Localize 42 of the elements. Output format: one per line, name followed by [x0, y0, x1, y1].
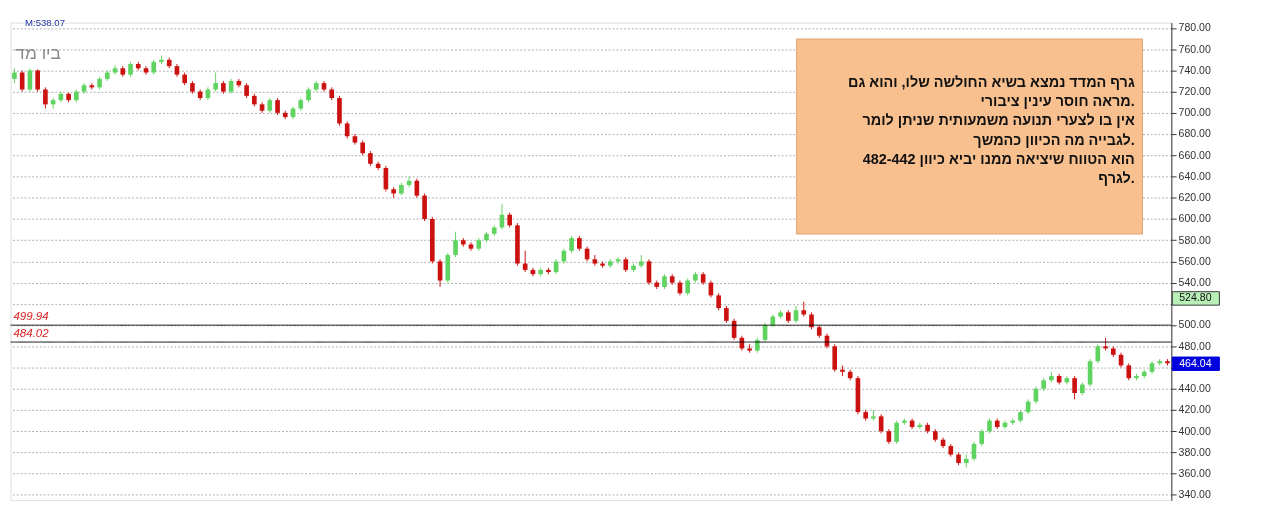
candlestick [840, 364, 845, 377]
annotation: M:538.07 [24, 16, 65, 28]
annotation: גרף המדד נמצא בשיא החולשה שלו, והוא גם מראה חוסר עינין ציבורי. אין בו לצערי תנועה משמעותית שניתן לומר לגבייה מה הכיוון כהמשך. 482-442 הוא הטווח שיציאה ממנו יביא כיוון לגרף. [848, 74, 1135, 187]
candlestick [832, 343, 838, 373]
y-tick-label: 380.00 [1178, 445, 1211, 458]
ref-line-label: 484.02 [13, 327, 50, 340]
ref-line-label: 499.94 [13, 310, 49, 323]
candlestick [871, 409, 876, 422]
candlestick [453, 231, 458, 258]
y-tick-label: 680.00 [1178, 127, 1211, 140]
y-tick-label: 780.00 [1178, 21, 1211, 34]
text: 524.80 [1179, 291, 1212, 304]
y-tick-label: 360.00 [1178, 467, 1211, 480]
y-tick-label: 440.00 [1178, 382, 1211, 395]
candlestick [143, 65, 149, 76]
y-tick-label: 480.00 [1178, 339, 1211, 352]
candlestick [422, 193, 427, 222]
candlestick [468, 241, 474, 252]
candlestick [35, 68, 40, 93]
y-tick-label: 500.00 [1178, 318, 1211, 331]
candlestick [43, 86, 48, 110]
y-tick-label: 660.00 [1178, 148, 1211, 161]
y-tick-label: 760.00 [1178, 42, 1211, 55]
y-tick-label: 600.00 [1178, 212, 1211, 225]
text: 464.04 [1179, 356, 1212, 369]
y-tick-label: 620.00 [1178, 191, 1211, 204]
y-tick-label: 340.00 [1178, 488, 1211, 501]
y-tick-label: 700.00 [1178, 106, 1211, 119]
candlestick [1072, 375, 1077, 400]
y-tick-label: 560.00 [1178, 254, 1211, 267]
candlestick [213, 72, 218, 93]
y-tick-label: 740.00 [1178, 63, 1211, 76]
y-tick-label: 640.00 [1178, 169, 1211, 182]
y-tick-label: 580.00 [1178, 233, 1211, 246]
text: ביו מד [15, 43, 61, 64]
y-tick-label: 540.00 [1178, 276, 1211, 289]
candlestick [894, 420, 899, 445]
y-tick-label: 420.00 [1178, 403, 1211, 416]
candlestick [112, 64, 118, 76]
y-tick-label: 400.00 [1178, 424, 1211, 437]
y-tick-label: 720.00 [1178, 84, 1211, 97]
candlestick [437, 258, 443, 288]
